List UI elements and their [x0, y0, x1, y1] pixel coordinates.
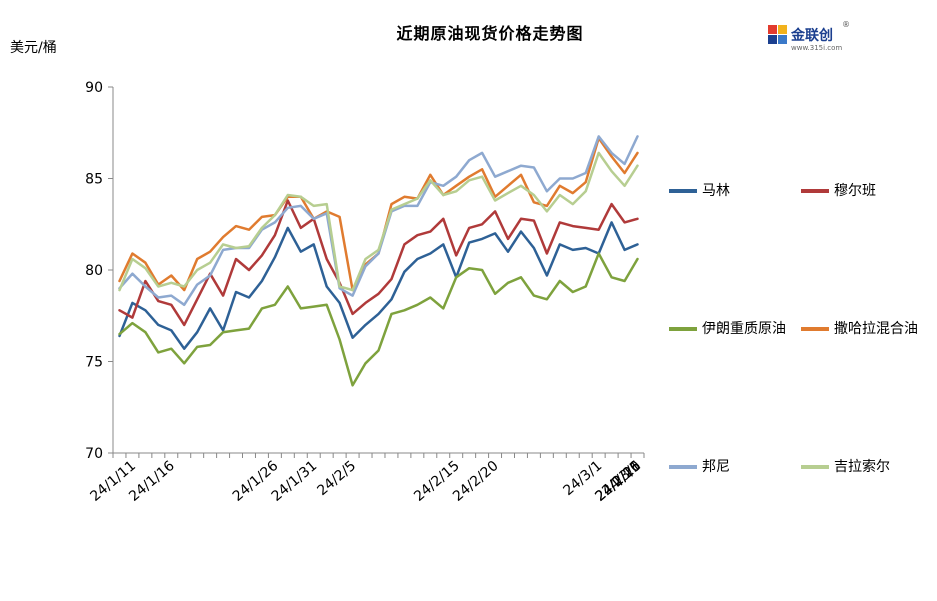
series-line-3 — [118, 252, 639, 387]
chart-title: 近期原油现货价格走势图 — [396, 24, 584, 43]
y-tick-label: 75 — [85, 355, 103, 371]
y-axis-unit: 美元/桶 — [10, 40, 57, 56]
y-tick-label: 80 — [85, 263, 103, 279]
legend-label: 马林 — [702, 183, 730, 199]
legend-swatch — [669, 465, 697, 469]
legend-swatch — [669, 327, 697, 331]
company-logo: 金联创 www.315i.com ® — [766, 20, 856, 54]
legend-swatch — [669, 189, 697, 193]
legend-swatch — [801, 465, 829, 469]
legend-swatch — [801, 189, 829, 193]
logo-registered-mark: ® — [842, 20, 850, 29]
legend-swatch — [801, 327, 829, 331]
series-line-2 — [118, 199, 639, 327]
logo-text: 金联创 — [791, 28, 833, 44]
logo-mark-icon — [768, 25, 787, 44]
y-tick-label: 70 — [85, 446, 103, 462]
legend-label: 吉拉索尔 — [834, 459, 890, 475]
y-tick-label: 85 — [85, 172, 103, 188]
legend-label: 穆尔班 — [834, 183, 876, 199]
chart-series — [118, 135, 639, 387]
legend-label: 撒哈拉混合油 — [834, 321, 918, 337]
y-tick-label: 90 — [85, 80, 103, 96]
series-line-1 — [118, 221, 639, 350]
series-line-5 — [118, 135, 639, 307]
legend-label: 伊朗重质原油 — [702, 321, 786, 337]
logo-subtext: www.315i.com — [791, 44, 843, 52]
legend-label: 邦尼 — [702, 459, 730, 475]
series-line-4 — [118, 136, 639, 292]
series-line-6 — [118, 151, 639, 292]
x-tick-label: 24/2/5 — [314, 458, 359, 499]
x-tick-label: 24/3/6 — [599, 458, 644, 499]
